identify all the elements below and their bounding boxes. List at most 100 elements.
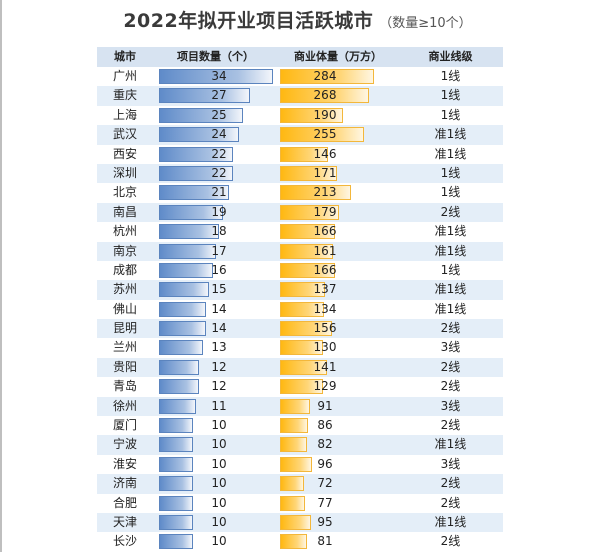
area-value: 77 — [317, 495, 333, 510]
count-bar — [159, 514, 193, 530]
area-value: 95 — [317, 514, 333, 529]
count-bar — [159, 165, 233, 181]
city-cell: 合肥 — [112, 495, 137, 510]
tier-cell: 1线 — [440, 185, 461, 200]
table-row: 成都 16 166 1线 — [97, 261, 503, 280]
count-value: 14 — [211, 321, 227, 336]
count-bar — [159, 146, 233, 162]
area-bar — [280, 379, 323, 395]
tier-cell: 2线 — [440, 204, 461, 219]
area-bar — [280, 340, 324, 356]
tier-cell: 3线 — [440, 398, 461, 413]
table-row: 昆明 14 156 2线 — [97, 319, 503, 339]
area-bar — [280, 185, 351, 201]
table-row: 长沙 10 81 2线 — [97, 532, 503, 551]
city-cell: 宁波 — [112, 437, 137, 452]
area-bar — [280, 224, 335, 240]
area-value: 255 — [313, 127, 337, 142]
tier-cell: 准1线 — [434, 437, 467, 452]
count-bar — [159, 127, 240, 143]
city-cell: 淮安 — [112, 456, 137, 471]
count-bar — [159, 243, 216, 259]
column-header-city: 城市 — [114, 50, 136, 63]
area-value: 96 — [317, 456, 333, 471]
table-row: 兰州 13 130 3线 — [97, 338, 503, 357]
table-header: 城市 项目数量（个） 商业体量（万方） 商业线级 — [97, 47, 503, 67]
count-value: 10 — [211, 437, 227, 452]
count-value: 10 — [211, 534, 227, 549]
count-value: 16 — [211, 262, 227, 277]
count-bar — [159, 185, 230, 201]
table-row: 青岛 12 129 2线 — [97, 377, 503, 396]
tier-cell: 2线 — [440, 495, 461, 510]
count-value: 10 — [211, 495, 227, 510]
city-cell: 成都 — [112, 262, 137, 277]
area-bar — [280, 359, 327, 375]
table-row: 厦门 10 86 2线 — [97, 416, 503, 435]
table-row: 苏州 15 137 准1线 — [97, 280, 503, 300]
area-bar — [280, 204, 340, 220]
table-row: 宁波 10 82 准1线 — [97, 435, 503, 455]
area-bar — [280, 282, 326, 298]
table-row: 徐州 11 91 3线 — [97, 396, 503, 417]
tier-cell: 1线 — [440, 69, 461, 83]
tier-cell: 3线 — [440, 456, 461, 471]
tier-cell: 2线 — [440, 418, 461, 433]
count-bar — [159, 107, 243, 123]
area-bar — [280, 534, 307, 550]
table-row: 南昌 19 179 2线 — [97, 202, 503, 223]
area-bar — [280, 165, 337, 181]
count-value: 24 — [211, 127, 227, 142]
city-cell: 北京 — [112, 185, 137, 200]
city-cell: 南昌 — [112, 204, 137, 219]
area-value: 179 — [313, 204, 337, 219]
count-value: 11 — [211, 398, 227, 413]
area-bar — [280, 243, 334, 259]
area-value: 129 — [313, 379, 337, 394]
count-value: 10 — [211, 514, 227, 529]
city-cell: 重庆 — [112, 88, 137, 103]
area-bar — [280, 301, 325, 317]
area-bar — [280, 398, 311, 414]
area-value: 86 — [317, 418, 333, 433]
count-bar — [159, 204, 223, 220]
area-value: 161 — [313, 243, 337, 258]
table-row: 南京 17 161 准1线 — [97, 241, 503, 261]
area-value: 166 — [313, 262, 337, 277]
area-value: 130 — [313, 340, 337, 355]
area-value: 213 — [313, 185, 337, 200]
count-bar — [159, 437, 193, 453]
table-row: 武汉 24 255 准1线 — [97, 125, 503, 145]
city-cell: 深圳 — [112, 165, 137, 180]
count-bar — [159, 456, 193, 472]
table-row: 佛山 14 134 准1线 — [97, 300, 503, 319]
city-cell: 杭州 — [112, 224, 137, 239]
count-value: 22 — [211, 146, 227, 161]
area-bar — [280, 456, 312, 472]
count-bar — [159, 224, 220, 240]
count-value: 19 — [211, 204, 227, 219]
count-value: 34 — [211, 69, 227, 83]
count-value: 27 — [211, 88, 227, 103]
tier-cell: 3线 — [440, 340, 461, 355]
area-bar — [280, 69, 374, 84]
table-body: 广州 34 284 1线 重庆 27 268 1线 上海 25 190 1线 武汉 24 255 准1线 西安 2… — [97, 67, 503, 552]
tier-cell: 1线 — [440, 165, 461, 180]
area-bar — [280, 418, 309, 434]
count-bar — [159, 301, 206, 317]
area-value: 166 — [313, 224, 337, 239]
area-value: 134 — [313, 301, 337, 316]
area-bar — [280, 514, 312, 530]
area-bar — [280, 146, 329, 162]
area-bar — [280, 88, 369, 104]
count-bar — [159, 262, 213, 278]
city-cell: 天津 — [112, 514, 137, 529]
count-bar — [159, 379, 200, 395]
area-value: 82 — [317, 437, 333, 452]
table-row: 北京 21 213 1线 — [97, 183, 503, 202]
area-value: 146 — [313, 146, 337, 161]
tier-cell: 准1线 — [434, 514, 467, 529]
count-bar — [159, 69, 273, 84]
tier-cell: 1线 — [440, 88, 461, 103]
area-bar — [280, 495, 306, 511]
